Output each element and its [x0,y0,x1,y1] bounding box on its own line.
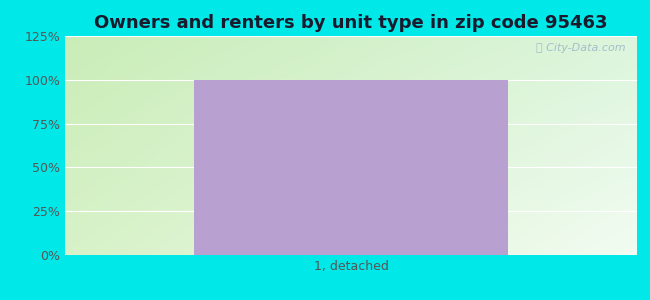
Text: ⓘ City-Data.com: ⓘ City-Data.com [536,43,625,52]
Bar [194,80,508,255]
Title: Owners and renters by unit type in zip code 95463: Owners and renters by unit type in zip c… [94,14,608,32]
